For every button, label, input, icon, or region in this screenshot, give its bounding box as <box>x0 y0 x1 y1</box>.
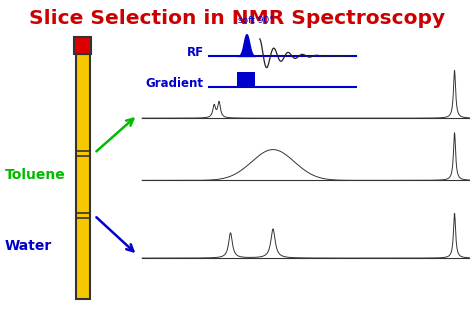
Text: Gradient: Gradient <box>146 77 204 91</box>
Text: Toluene: Toluene <box>5 168 65 182</box>
Bar <box>237 72 255 87</box>
Bar <box>76 54 90 299</box>
Bar <box>74 37 91 54</box>
Text: RF: RF <box>187 46 204 59</box>
Text: Water: Water <box>5 239 52 253</box>
Text: soft 90°: soft 90° <box>238 16 274 25</box>
Text: Slice Selection in NMR Spectroscopy: Slice Selection in NMR Spectroscopy <box>29 9 445 28</box>
